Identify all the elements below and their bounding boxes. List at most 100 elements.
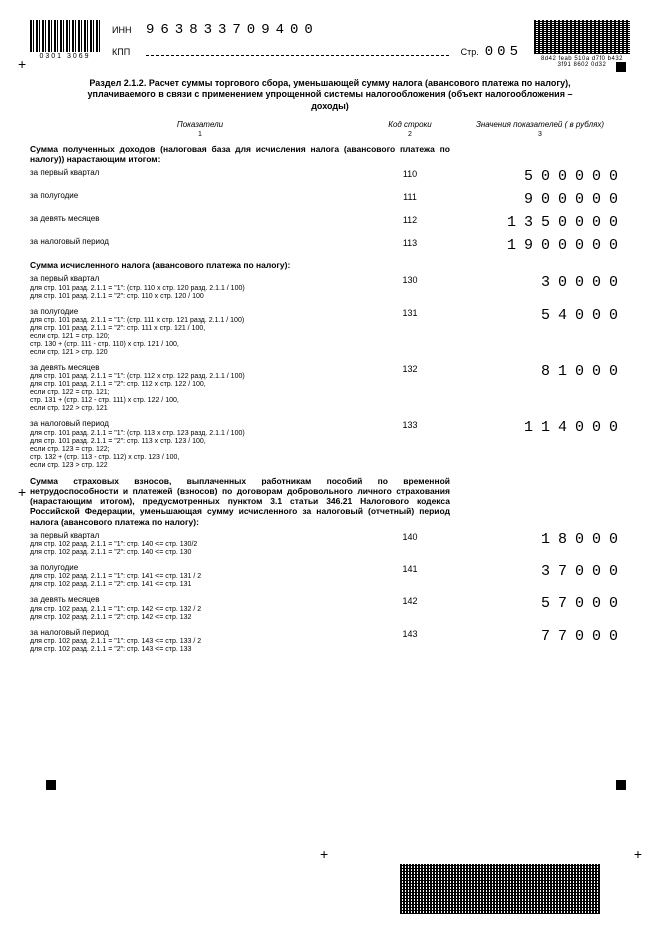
id-block: ИНН 963833709400 КПП Стр. 005 <box>112 20 522 66</box>
col-header-2: Код строки <box>370 120 450 129</box>
row-desc-sub: для стр. 102 разд. 2.1.1 = "2": стр. 140… <box>30 549 370 557</box>
row-description: за первый кварталдля стр. 102 разд. 2.1.… <box>30 531 370 557</box>
row-desc-main: за первый квартал <box>30 168 370 177</box>
row-value: 1350000 <box>450 214 630 231</box>
row-value: 900000 <box>450 191 630 208</box>
row-code: 113 <box>370 237 450 248</box>
row-description: за полугодиедля стр. 102 разд. 2.1.1 = "… <box>30 563 370 589</box>
group3-row: за налоговый периоддля стр. 102 разд. 2.… <box>30 628 630 654</box>
linear-barcode: 0301 3069 <box>30 20 100 60</box>
row-desc-sub: для стр. 101 разд. 2.1.1 = "1": (стр. 11… <box>30 285 370 293</box>
row-description: за налоговый период <box>30 237 370 247</box>
row-code: 110 <box>370 168 450 179</box>
col-header-3: Значения показателей ( в рублях) <box>450 120 630 129</box>
row-desc-sub: стр. 131 + (стр. 112 - стр. 111) x стр. … <box>30 397 370 405</box>
form-header: 0301 3069 ИНН 963833709400 КПП Стр. 005 … <box>30 20 630 68</box>
group1-header: Сумма полученных доходов (налоговая база… <box>30 144 450 164</box>
row-desc-main: за полугодие <box>30 307 370 316</box>
row-desc-sub: для стр. 101 разд. 2.1.1 = "1": (стр. 11… <box>30 317 370 325</box>
square-mark-icon <box>616 62 626 72</box>
group1-row: за первый квартал110500000 <box>30 168 630 185</box>
row-desc-main: за налоговый период <box>30 419 370 428</box>
row-description: за первый квартал для стр. 101 разд. 2.1.… <box>30 274 370 300</box>
row-code: 143 <box>370 628 450 639</box>
row-desc-sub: для стр. 101 разд. 2.1.1 = "2": стр. 110… <box>30 293 370 301</box>
group3-row: за полугодиедля стр. 102 разд. 2.1.1 = "… <box>30 563 630 589</box>
group2-row: за полугодиедля стр. 101 разд. 2.1.1 = "… <box>30 307 630 357</box>
row-code: 133 <box>370 419 450 430</box>
inn-value: 963833709400 <box>146 22 319 38</box>
row-desc-sub: если стр. 122 > стр. 121 <box>30 405 370 413</box>
row-desc-main: за девять месяцев <box>30 363 370 372</box>
section-title: Раздел 2.1.2. Расчет суммы торгового сбо… <box>70 78 590 112</box>
row-description: за девять месяцев для стр. 102 разд. 2.1.… <box>30 595 370 621</box>
row-desc-sub: если стр. 122 = стр. 121; <box>30 389 370 397</box>
row-desc-sub: для стр. 101 разд. 2.1.1 = "2": стр. 113… <box>30 438 370 446</box>
row-code: 112 <box>370 214 450 225</box>
row-desc-sub: для стр. 101 разд. 2.1.1 = "1": (стр. 11… <box>30 373 370 381</box>
row-desc-main: за налоговый период <box>30 237 370 246</box>
square-mark-icon <box>46 780 56 790</box>
group1-row: за девять месяцев1121350000 <box>30 214 630 231</box>
row-code: 132 <box>370 363 450 374</box>
column-headers: Показатели Код строки Значения показател… <box>30 120 630 129</box>
row-description: за девять месяцевдля стр. 101 разд. 2.1.… <box>30 363 370 413</box>
page-value: 005 <box>485 44 522 60</box>
row-value: 18000 <box>450 531 630 548</box>
square-mark-icon <box>616 780 626 790</box>
row-desc-main: за девять месяцев <box>30 214 370 223</box>
row-desc-sub: для стр. 102 разд. 2.1.1 = "1": стр. 140… <box>30 541 370 549</box>
row-desc-sub: для стр. 102 разд. 2.1.1 = "1": стр. 143… <box>30 638 370 646</box>
group1-row: за налоговый период1131900000 <box>30 237 630 254</box>
row-value: 54000 <box>450 307 630 324</box>
group3-header: Сумма страховых взносов, выплаченных раб… <box>30 476 450 527</box>
linear-barcode-sub: 0301 3069 <box>30 53 100 60</box>
col-num-3: 3 <box>450 131 630 138</box>
group3-row: за девять месяцев для стр. 102 разд. 2.1.… <box>30 595 630 621</box>
row-desc-sub: для стр. 102 разд. 2.1.1 = "2": стр. 143… <box>30 646 370 654</box>
row-desc-sub: если стр. 123 = стр. 122; <box>30 446 370 454</box>
row-desc-sub: стр. 132 + (стр. 113 - стр. 112) x стр. … <box>30 454 370 462</box>
row-value: 77000 <box>450 628 630 645</box>
row-desc-main: за девять месяцев <box>30 595 370 604</box>
row-value: 114000 <box>450 419 630 436</box>
row-value: 81000 <box>450 363 630 380</box>
row-value: 37000 <box>450 563 630 580</box>
pdf417-barcode: 8d42 feab 510a d7f0 b432 3f91 8602 0d32 <box>534 20 630 68</box>
group2-row: за девять месяцевдля стр. 101 разд. 2.1.… <box>30 363 630 413</box>
row-description: за налоговый период для стр. 101 разд. 2.… <box>30 419 370 469</box>
col-num-1: 1 <box>30 131 370 138</box>
row-desc-sub: если стр. 123 > стр. 122 <box>30 462 370 470</box>
row-value: 57000 <box>450 595 630 612</box>
group2-row: за налоговый период для стр. 101 разд. 2.… <box>30 419 630 469</box>
row-desc-sub: если стр. 121 > стр. 120 <box>30 349 370 357</box>
row-description: за налоговый периоддля стр. 102 разд. 2.… <box>30 628 370 654</box>
barcode-icon <box>30 20 100 52</box>
row-value: 30000 <box>450 274 630 291</box>
group2-header: Сумма исчисленного налога (авансового пл… <box>30 260 450 270</box>
row-code: 141 <box>370 563 450 574</box>
row-description: за полугодиедля стр. 101 разд. 2.1.1 = "… <box>30 307 370 357</box>
row-desc-main: за полугодие <box>30 191 370 200</box>
row-desc-sub: для стр. 101 разд. 2.1.1 = "1": (стр. 11… <box>30 430 370 438</box>
bottom-barcode-icon <box>400 864 600 914</box>
row-desc-main: за полугодие <box>30 563 370 572</box>
row-code: 131 <box>370 307 450 318</box>
row-desc-sub: для стр. 102 разд. 2.1.1 = "2": стр. 142… <box>30 614 370 622</box>
row-desc-sub: если стр. 121 = стр. 120; <box>30 333 370 341</box>
col-num-2: 2 <box>370 131 450 138</box>
row-desc-sub: для стр. 101 разд. 2.1.1 = "2": стр. 112… <box>30 381 370 389</box>
registration-mark-icon: + <box>18 56 26 72</box>
row-desc-sub: для стр. 102 разд. 2.1.1 = "1": стр. 141… <box>30 573 370 581</box>
row-description: за первый квартал <box>30 168 370 178</box>
row-desc-sub: стр. 130 + (стр. 111 - стр. 110) x стр. … <box>30 341 370 349</box>
registration-mark-icon: + <box>18 484 26 500</box>
group3-row: за первый кварталдля стр. 102 разд. 2.1.… <box>30 531 630 557</box>
row-desc-main: за первый квартал <box>30 274 370 283</box>
row-code: 130 <box>370 274 450 285</box>
group1-row: за полугодие111900000 <box>30 191 630 208</box>
row-description: за полугодие <box>30 191 370 201</box>
kpp-label: КПП <box>112 47 140 57</box>
row-code: 142 <box>370 595 450 606</box>
row-value: 1900000 <box>450 237 630 254</box>
